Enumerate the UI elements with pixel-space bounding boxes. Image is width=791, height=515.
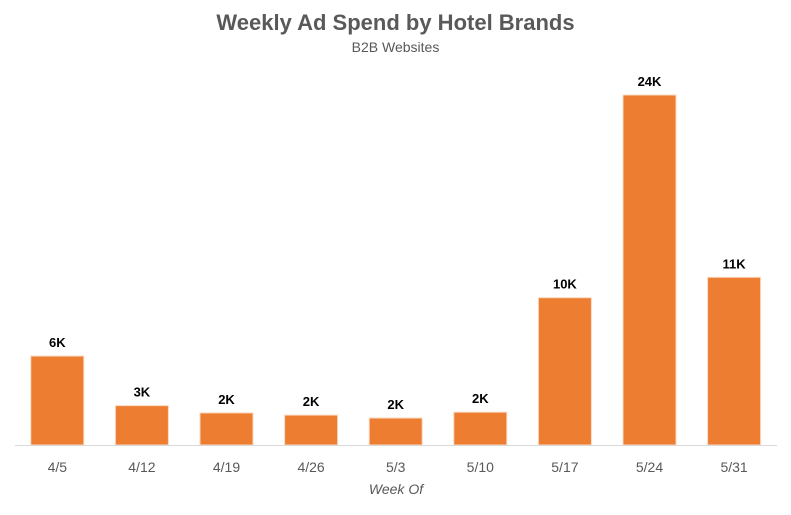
data-label-4/19: 2K <box>218 392 235 407</box>
data-label-5/31: 11K <box>723 256 747 271</box>
x-tick-label: 5/17 <box>551 459 578 475</box>
bar-4/5 <box>30 355 85 446</box>
bar-4/12 <box>114 405 169 446</box>
bar-5/10 <box>453 411 508 446</box>
x-tick-label: 4/19 <box>213 459 240 475</box>
bar-5/17 <box>537 297 592 446</box>
x-tick-label: 5/31 <box>720 459 747 475</box>
bar-5/31 <box>707 276 762 446</box>
data-label-5/3: 2K <box>387 397 404 412</box>
bar-5/3 <box>368 417 423 446</box>
data-label-5/17: 10K <box>553 277 577 292</box>
chart-title: Weekly Ad Spend by Hotel Brands <box>216 10 575 35</box>
data-label-5/10: 2K <box>472 391 489 406</box>
x-tick-label: 4/5 <box>48 459 68 475</box>
x-tick-label: 5/3 <box>386 459 406 475</box>
data-label-5/24: 24K <box>638 74 662 89</box>
data-label-4/26: 2K <box>303 394 320 409</box>
x-axis-label: Week Of <box>369 481 425 497</box>
chart-subtitle: B2B Websites <box>351 39 440 55</box>
x-tick-label: 5/10 <box>467 459 494 475</box>
data-label-4/5: 6K <box>49 335 66 350</box>
x-tick-label: 5/24 <box>636 459 663 475</box>
x-tick-label: 4/26 <box>297 459 324 475</box>
data-label-4/12: 3K <box>134 385 151 400</box>
x-tick-label: 4/12 <box>128 459 155 475</box>
bar-5/24 <box>622 94 677 446</box>
bar-4/19 <box>199 412 254 446</box>
bar-4/26 <box>284 414 339 446</box>
